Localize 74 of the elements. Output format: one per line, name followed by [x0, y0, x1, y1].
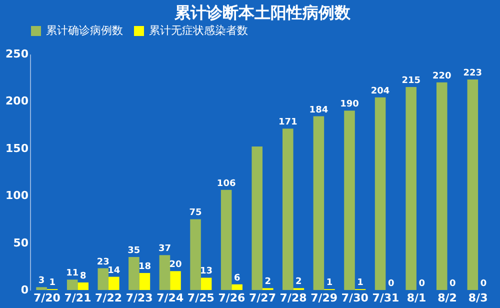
data-label: 0 [450, 279, 456, 289]
data-label: 8 [80, 271, 86, 282]
x-tick-label: 7/31 [372, 292, 400, 304]
bar [467, 79, 478, 290]
data-label: 0 [388, 279, 394, 289]
y-tick-label: 50 [13, 236, 29, 250]
y-tick-label: 200 [6, 94, 29, 108]
bar [98, 268, 109, 290]
bar [78, 282, 89, 290]
data-label: 190 [340, 100, 359, 110]
data-label: 37 [158, 244, 171, 254]
legend-label: 累计无症状感染者数 [149, 24, 248, 37]
data-label: 215 [402, 76, 420, 86]
x-tick-label: 8/2 [438, 292, 457, 304]
bar [374, 97, 386, 290]
bar [406, 87, 416, 290]
bar [313, 116, 324, 290]
bar [282, 128, 294, 290]
x-tick-label: 7/30 [341, 292, 369, 304]
data-label: 14 [108, 266, 120, 276]
bar [232, 284, 242, 290]
x-tick-label: 7/29 [310, 292, 338, 304]
bar [159, 255, 170, 290]
bar [252, 146, 262, 290]
x-tick-label: 7/23 [126, 292, 153, 304]
data-label: 2 [264, 277, 272, 288]
bar [200, 278, 212, 290]
data-label: 220 [432, 71, 452, 82]
chart-title: 累计诊断本土阳性病例数 [174, 3, 352, 22]
y-tick-label: 100 [6, 189, 29, 202]
x-tick-label: 7/26 [218, 292, 246, 304]
x-tick-label: 8/1 [406, 292, 426, 304]
y-tick-label: 250 [6, 48, 29, 60]
data-label: 18 [138, 262, 151, 272]
data-label: 35 [128, 246, 140, 256]
bar [139, 273, 150, 290]
x-tick-label: 7/24 [156, 292, 184, 304]
bar [36, 287, 47, 290]
bar [170, 271, 181, 290]
data-label: 1 [357, 278, 364, 288]
bar [344, 110, 355, 290]
x-tick-label: 7/20 [33, 292, 61, 304]
data-label: 3 [38, 276, 45, 286]
bar [220, 190, 232, 290]
x-tick-label: 7/28 [280, 292, 307, 304]
data-label: 6 [234, 273, 240, 284]
x-tick-label: 7/25 [187, 292, 214, 304]
x-tick-label: 8/3 [468, 292, 488, 304]
data-label: 184 [309, 105, 328, 116]
data-label: 23 [96, 257, 110, 268]
bar [66, 280, 78, 290]
data-label: 75 [189, 208, 202, 218]
x-tick-label: 7/27 [249, 292, 276, 304]
y-tick-label: 0 [20, 284, 29, 296]
data-label: 11 [66, 268, 79, 279]
bar [108, 276, 120, 290]
data-label: 13 [200, 266, 213, 277]
data-label: 171 [278, 118, 298, 128]
bar [128, 256, 140, 290]
data-label: 0 [418, 279, 425, 289]
data-label: 1 [326, 278, 333, 288]
bar [436, 82, 448, 290]
y-tick-label: 150 [6, 142, 29, 155]
data-label: 204 [370, 86, 390, 96]
data-label: 20 [169, 260, 182, 270]
x-tick-label: 7/22 [95, 292, 122, 304]
data-label: 2 [296, 277, 302, 288]
data-label: 0 [480, 279, 487, 289]
legend-label: 累计确诊病例数 [46, 24, 123, 37]
data-label: 1 [49, 278, 56, 288]
data-label: 223 [463, 68, 482, 78]
data-label: 106 [216, 178, 236, 189]
x-tick-label: 7/21 [64, 292, 92, 304]
bar [190, 219, 201, 290]
